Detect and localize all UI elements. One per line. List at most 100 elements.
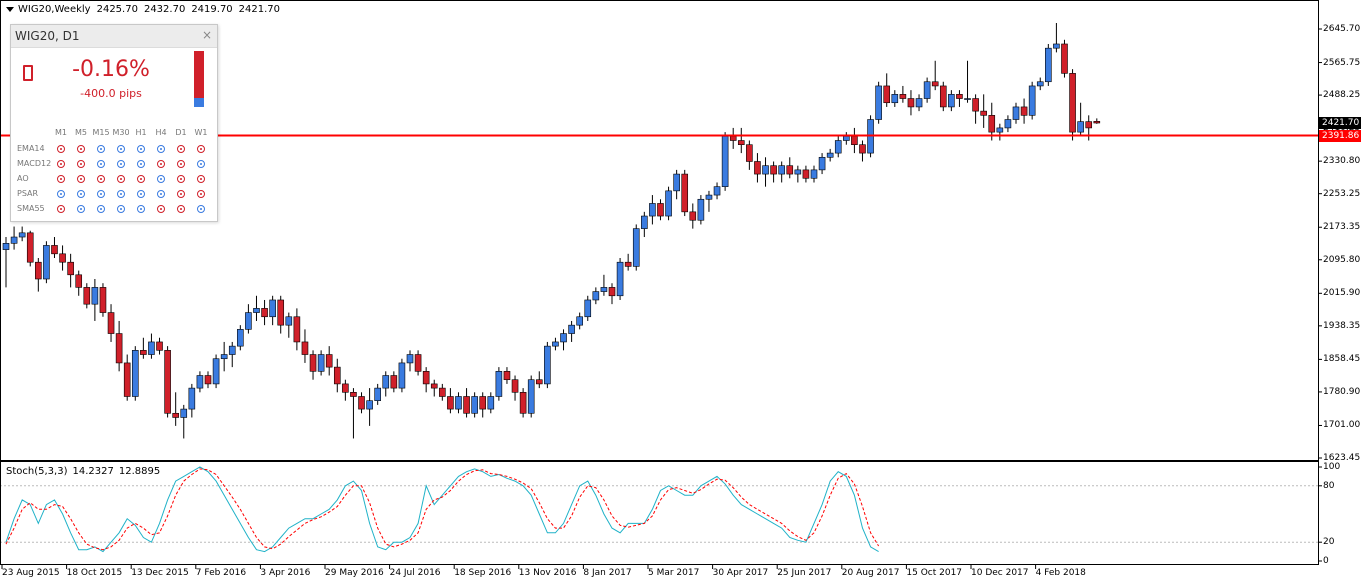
widget-titlebar[interactable]: WIG20, D1 ×: [11, 25, 217, 48]
candle-body: [1045, 47, 1052, 83]
candle: [131, 346, 139, 401]
candle: [810, 165, 818, 183]
candle: [115, 320, 123, 372]
candle: [1028, 81, 1036, 120]
timeframe-m5: M5: [75, 128, 87, 137]
signal-dot-icon: [77, 145, 85, 153]
candle: [309, 350, 317, 380]
signal-dot-icon: [197, 160, 205, 168]
time-tick-label: 5 Mar 2017: [648, 568, 700, 578]
change-gauge: [194, 51, 204, 107]
candle: [592, 287, 600, 305]
candle: [624, 253, 632, 271]
candle: [1093, 118, 1101, 124]
candle: [406, 350, 414, 372]
candle-body: [1053, 43, 1060, 49]
candle: [980, 94, 987, 128]
candle: [568, 320, 575, 342]
candle-body: [350, 392, 357, 397]
candle-body: [948, 94, 955, 108]
signal-widget[interactable]: WIG20, D1 × -0.16% -400.0 pips M1 M5 M15 M3…: [10, 24, 218, 222]
candle-body: [1061, 43, 1068, 74]
candle: [204, 371, 212, 389]
candle-body: [261, 308, 268, 318]
time-tick-label: 29 May 2016: [325, 568, 384, 578]
time-tick-label: 24 Jul 2016: [389, 568, 441, 578]
change-gauge-fill: [194, 98, 204, 107]
time-tick-label: 20 Aug 2017: [841, 568, 900, 578]
candle: [681, 169, 689, 217]
signal-dot-icon: [177, 145, 185, 153]
candle-body: [237, 329, 244, 347]
candle-body: [180, 408, 188, 418]
candle: [382, 371, 390, 397]
candle-body: [301, 341, 309, 355]
candle-body: [972, 98, 979, 112]
candle: [689, 203, 697, 229]
time-tick-label: 4 Feb 2018: [1035, 568, 1086, 578]
candle: [430, 379, 438, 397]
candle: [697, 195, 705, 225]
candle-body: [584, 299, 592, 318]
candle: [285, 312, 293, 338]
candle-body: [778, 165, 785, 175]
candle-body: [705, 194, 713, 200]
candle-body: [592, 291, 600, 301]
candle: [123, 354, 131, 401]
candle-body: [503, 371, 511, 381]
price-tick-label: 1938.35: [1323, 320, 1361, 331]
pips-change: -400.0 pips: [80, 87, 142, 100]
candle-body: [156, 341, 163, 351]
candle-body: [269, 299, 276, 318]
candle-body: [123, 362, 131, 397]
candle-body: [439, 387, 446, 397]
candle-body: [10, 236, 18, 244]
dropdown-triangle-icon[interactable]: [6, 6, 14, 12]
candle: [794, 165, 802, 183]
candle-body: [527, 379, 535, 414]
stoch-signal-line: [5, 468, 880, 551]
candle: [1004, 115, 1012, 133]
candle-body: [317, 354, 325, 372]
candle-body: [746, 144, 753, 162]
candle: [301, 329, 309, 363]
signal-dot-icon: [77, 190, 85, 198]
candle: [1061, 39, 1068, 78]
candle: [665, 186, 672, 221]
candle-body: [374, 387, 381, 401]
candle-body: [390, 375, 398, 389]
candle: [1045, 43, 1052, 86]
signal-dot-icon: [117, 160, 125, 168]
signal-dot-icon: [197, 175, 205, 183]
candle: [673, 169, 680, 200]
candle-body: [358, 396, 365, 410]
signal-dot-icon: [177, 175, 185, 183]
candle-body: [1093, 121, 1101, 124]
stoch-tick-label: 80: [1323, 480, 1335, 491]
candle-body: [762, 165, 769, 175]
price-tick-label: 2330.80: [1323, 156, 1361, 167]
candle: [584, 295, 592, 321]
ohlc-high: 2432.70: [143, 4, 186, 15]
timeframe-m1: M1: [55, 128, 67, 137]
candle-body: [479, 396, 487, 410]
signal-dot-icon: [137, 160, 145, 168]
stoch-chart-frame: [0, 461, 1319, 565]
candle: [802, 165, 810, 183]
candle: [414, 350, 422, 376]
candle: [245, 304, 252, 334]
candle-body: [568, 324, 575, 334]
candle: [18, 226, 26, 242]
candle-body: [59, 253, 66, 263]
candle-body: [487, 396, 495, 410]
candle: [35, 258, 42, 292]
candle: [237, 325, 244, 351]
stoch-tick-label: 0: [1323, 556, 1329, 566]
candle: [560, 329, 567, 351]
candle: [366, 388, 373, 426]
trend-down-icon: [23, 65, 33, 81]
close-icon[interactable]: ×: [201, 28, 212, 42]
candle-body: [956, 94, 963, 99]
